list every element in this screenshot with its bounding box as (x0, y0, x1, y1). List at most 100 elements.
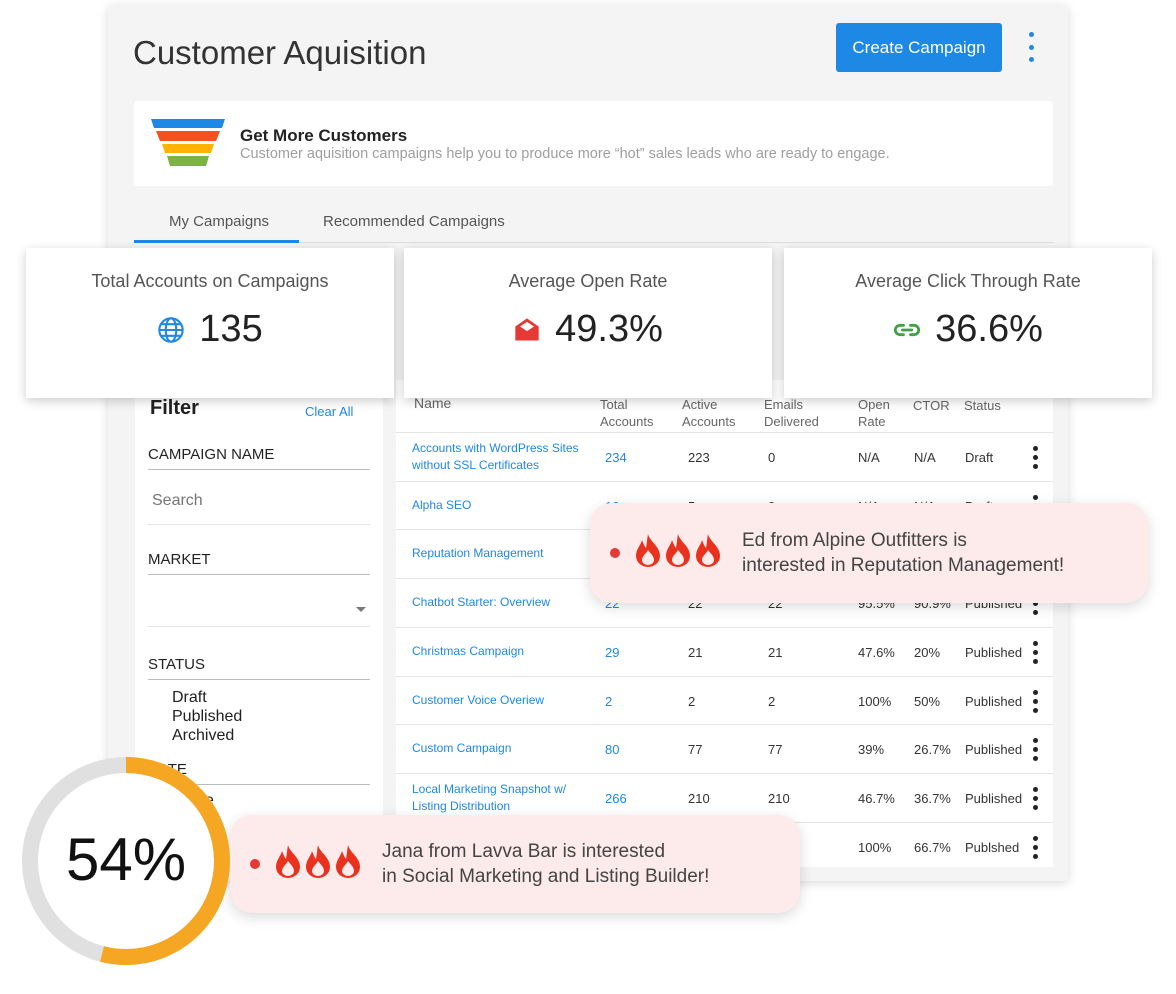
fire-icon (634, 533, 662, 574)
funnel-icon (151, 119, 225, 166)
lead-notification[interactable]: Ed from Alpine Outfitters is interested i… (590, 503, 1148, 603)
notification-line-1: Jana from Lavva Bar is interested (382, 841, 666, 862)
fire-icon (334, 844, 362, 885)
open-envelope-icon (515, 317, 539, 340)
status-dot-icon (610, 548, 620, 558)
cell-total-accounts[interactable]: 80 (605, 742, 620, 758)
dropdown-arrow-icon (356, 607, 366, 612)
more-options-icon[interactable] (1022, 30, 1040, 64)
tab-bar: My Campaigns Recommended Campaigns (134, 200, 1053, 243)
cell-emails-delivered: 0 (768, 450, 776, 465)
cell-total-accounts[interactable]: 2 (605, 693, 613, 709)
campaign-name-link[interactable]: Christmas Campaign (412, 643, 525, 658)
fire-icon (694, 533, 722, 574)
row-menu-icon[interactable] (1033, 835, 1038, 859)
stat-value: 36.6% (935, 308, 1043, 350)
cell-open-rate: 100% (858, 839, 892, 855)
notification-line-2: in Social Marketing and Listing Builder! (382, 866, 710, 887)
clear-all-link[interactable]: Clear All (305, 404, 354, 419)
stat-card-click-through-rate: Average Click Through Rate 36.6% (784, 248, 1152, 398)
progress-ring (22, 757, 230, 965)
cell-ctor: 26.7% (914, 742, 951, 758)
cell-status: Published (965, 693, 1023, 709)
stat-value: 135 (199, 308, 263, 350)
stat-label: Total Accounts on Campaigns (91, 271, 329, 291)
cell-total-accounts[interactable]: 266 (605, 790, 627, 806)
notification-line-2: interested in Reputation Management! (742, 555, 1065, 576)
table-row[interactable]: Custom Campaign 80 77 77 39% 26.7% Published (396, 724, 1053, 773)
row-menu-icon[interactable] (1033, 738, 1038, 762)
campaign-name-link[interactable]: Alpha SEO (412, 497, 472, 512)
cell-active-accounts: 2 (688, 693, 696, 709)
campaign-name-link[interactable]: Reputation Management (412, 546, 544, 561)
progress-label: 54% (65, 826, 187, 893)
progress-arc (22, 757, 230, 965)
lead-notification[interactable]: Jana from Lavva Bar is interested in Soci… (230, 815, 800, 913)
table-row[interactable]: Local Marketing Snapshot w/ Listing Dist… (396, 772, 1053, 822)
fire-icon (664, 533, 692, 574)
col-emails-delivered[interactable]: Emails Delivered (764, 397, 819, 429)
cell-status: Published (965, 790, 1023, 806)
col-total-accounts[interactable]: Total Accounts (600, 397, 654, 429)
row-menu-icon[interactable] (1033, 640, 1038, 664)
status-label: STATUS (148, 656, 370, 680)
col-status[interactable]: Status (964, 398, 1001, 413)
cell-emails-delivered: 21 (768, 644, 783, 660)
cell-total-accounts[interactable]: 29 (605, 644, 620, 660)
col-name[interactable]: Name (414, 395, 452, 411)
page-title: Customer Aquisition (133, 34, 427, 71)
campaign-name-link[interactable]: Local Marketing Snapshot w/ Listing Dist… (412, 781, 567, 813)
cell-active-accounts: 77 (688, 742, 703, 758)
cell-emails-delivered: 210 (768, 790, 790, 806)
cell-active-accounts: 21 (688, 644, 703, 660)
stat-label: Average Open Rate (508, 271, 668, 291)
row-menu-icon[interactable] (1033, 786, 1038, 810)
row-menu-icon[interactable] (1033, 689, 1038, 713)
status-option-draft[interactable]: Draft (172, 689, 207, 706)
cell-status: Publshed (965, 839, 1020, 855)
col-open-rate[interactable]: Open Rate (858, 397, 890, 429)
cell-ctor: 50% (914, 693, 941, 709)
cell-active-accounts: 210 (688, 790, 710, 806)
globe-icon (158, 316, 185, 343)
table-row[interactable]: Christmas Campaign 29 21 21 47.6% 20% Publishe… (396, 626, 1053, 676)
fire-icons (634, 533, 722, 574)
stat-card-open-rate: Average Open Rate 49.3% (404, 248, 772, 398)
campaign-name-link[interactable]: Customer Voice Overiew (412, 692, 545, 707)
campaign-search-input[interactable] (148, 478, 370, 525)
create-campaign-button[interactable]: Create Campaign (836, 23, 1002, 72)
row-menu-icon[interactable] (1033, 446, 1038, 469)
campaign-name-link[interactable]: Accounts with WordPress Sites without SS… (412, 441, 579, 472)
cell-ctor: 66.7% (914, 839, 951, 855)
cell-status: Draft (965, 450, 994, 465)
stat-card-total-accounts: Total Accounts on Campaigns 135 (26, 248, 394, 398)
filter-title: Filter (150, 397, 199, 419)
campaign-name-link[interactable]: Chatbot Starter: Overview (412, 595, 551, 610)
cell-ctor: N/A (914, 450, 936, 465)
market-select[interactable] (148, 585, 370, 627)
stat-value: 49.3% (555, 308, 663, 350)
status-option-published[interactable]: Published (172, 708, 243, 725)
link-icon (894, 323, 921, 336)
col-active-accounts[interactable]: Active Accounts (682, 397, 736, 429)
tab-my-campaigns[interactable]: My Campaigns (169, 213, 270, 230)
cell-ctor: 36.7% (914, 790, 951, 806)
table-row[interactable]: Accounts with WordPress Sites without SS… (396, 432, 1053, 481)
tab-recommended-campaigns[interactable]: Recommended Campaigns (323, 213, 505, 230)
status-option-archived[interactable]: Archived (172, 727, 235, 744)
table-row[interactable]: Customer Voice Overiew 2 2 2 100% 50% Publishe… (396, 675, 1053, 725)
cell-open-rate: 46.7% (858, 790, 895, 806)
fire-icon (274, 844, 302, 885)
cell-emails-delivered: 77 (768, 742, 783, 758)
fire-icon (304, 844, 332, 885)
info-banner: Get More Customers Customer aquisition c… (134, 101, 1053, 186)
col-ctor[interactable]: CTOR (913, 398, 950, 413)
cell-open-rate: 47.6% (858, 644, 895, 660)
active-tab-indicator (134, 240, 299, 243)
campaigns-table: Name Total Accounts Active Accounts Emai… (396, 380, 1053, 867)
cell-status: Published (965, 742, 1023, 758)
cell-total-accounts[interactable]: 234 (605, 450, 627, 465)
stat-label: Average Click Through Rate (855, 271, 1081, 291)
market-label: MARKET (148, 551, 370, 575)
campaign-name-link[interactable]: Custom Campaign (412, 741, 512, 756)
